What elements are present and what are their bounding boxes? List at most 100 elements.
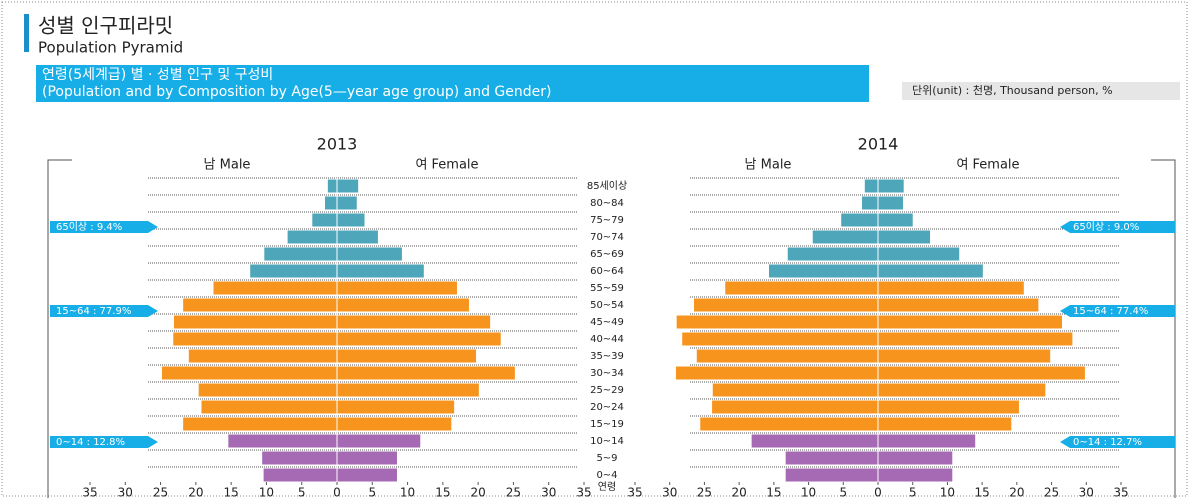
age-axis-label: 연령	[598, 481, 616, 493]
bar	[198, 383, 337, 397]
bar	[768, 264, 878, 278]
annotation-tag	[1060, 221, 1175, 233]
bar	[337, 247, 402, 261]
bar	[250, 264, 337, 278]
age-label: 0~4	[596, 470, 617, 481]
age-label: 70~74	[590, 232, 624, 243]
x-tick-label: 10	[940, 486, 955, 498]
chart-title: 2013	[317, 135, 358, 154]
x-tick-label: 25	[697, 486, 712, 498]
bar	[841, 213, 878, 227]
bar	[878, 349, 1051, 363]
bar	[263, 468, 337, 482]
bar	[173, 315, 337, 329]
bar	[676, 315, 878, 329]
x-tick-label: 35	[576, 486, 591, 498]
annotation: 15~64 : 77.4%	[1073, 306, 1148, 317]
bar	[262, 451, 337, 465]
x-tick-label: 25	[1044, 486, 1059, 498]
age-label: 65~69	[590, 249, 624, 260]
annotation: 65이상 : 9.0%	[1073, 221, 1139, 233]
x-tick-label: 20	[732, 486, 747, 498]
bar	[878, 230, 931, 244]
bar	[864, 179, 878, 193]
age-label: 35~39	[590, 351, 624, 362]
bar	[325, 196, 337, 210]
bar	[337, 281, 457, 295]
title-bar	[24, 14, 29, 52]
bar	[337, 230, 378, 244]
bar	[337, 315, 491, 329]
age-label: 10~14	[590, 436, 624, 447]
x-tick-label: 30	[541, 486, 556, 498]
annotation: 15~64 : 77.9%	[56, 306, 131, 317]
subtitle: Population Pyramid	[38, 39, 183, 57]
bar	[675, 366, 878, 380]
age-label: 20~24	[590, 402, 624, 413]
x-tick-label: 30	[662, 486, 677, 498]
bar	[700, 417, 878, 431]
unit-box	[902, 82, 1180, 100]
bar	[878, 298, 1039, 312]
bar	[682, 332, 878, 346]
bar	[878, 281, 1024, 295]
bar	[337, 213, 365, 227]
bar	[878, 213, 913, 227]
bar	[337, 264, 424, 278]
bar	[228, 434, 337, 448]
bar	[188, 349, 337, 363]
bar	[287, 230, 337, 244]
chart-title: 2014	[858, 135, 899, 154]
bar	[751, 434, 878, 448]
bar	[337, 179, 359, 193]
bar	[878, 366, 1085, 380]
bar	[878, 247, 960, 261]
age-label: 75~79	[590, 215, 624, 226]
bar	[183, 417, 337, 431]
annotation: 0~14 : 12.7%	[1073, 437, 1142, 448]
bar	[337, 383, 479, 397]
bar	[201, 400, 337, 414]
x-tick-label: 10	[259, 486, 274, 498]
banner-text: 연령(5세계급) 별 · 성별 인구 및 구성비	[42, 67, 273, 83]
bracket	[47, 159, 1176, 498]
x-tick-label: 20	[471, 486, 486, 498]
bar	[785, 451, 878, 465]
legend-label: 여 Female	[956, 158, 1019, 173]
age-label: 55~59	[590, 283, 624, 294]
age-label: 25~29	[590, 385, 624, 396]
bar	[337, 400, 455, 414]
x-tick-label: 35	[627, 486, 642, 498]
annotation-tag	[50, 436, 158, 448]
x-tick-label: 15	[766, 486, 781, 498]
x-tick-label: 15	[224, 486, 239, 498]
legend-label: 남 Male	[745, 158, 792, 173]
bar	[878, 434, 976, 448]
bar	[337, 451, 397, 465]
age-label: 50~54	[590, 300, 624, 311]
bar	[862, 196, 878, 210]
banner-text-en: (Population and by Composition by Age(5—…	[42, 84, 551, 100]
bar	[878, 332, 1073, 346]
bar	[213, 281, 337, 295]
age-label: 45~49	[590, 317, 624, 328]
age-label: 40~44	[590, 334, 624, 345]
bar	[264, 247, 337, 261]
legend-label: 남 Male	[204, 158, 251, 173]
bar	[878, 468, 953, 482]
bar	[878, 400, 1019, 414]
age-label: 5~9	[596, 453, 617, 464]
annotation-tag	[50, 221, 158, 233]
age-label: 85세이상	[587, 180, 627, 192]
annotation: 0~14 : 12.8%	[56, 437, 125, 448]
x-tick-label: 25	[506, 486, 521, 498]
x-tick-label: 15	[435, 486, 450, 498]
bar	[337, 468, 397, 482]
bar	[878, 179, 904, 193]
x-tick-label: 20	[188, 486, 203, 498]
x-tick-label: 35	[82, 486, 97, 498]
legend-label: 여 Female	[415, 158, 478, 173]
bar	[183, 298, 337, 312]
